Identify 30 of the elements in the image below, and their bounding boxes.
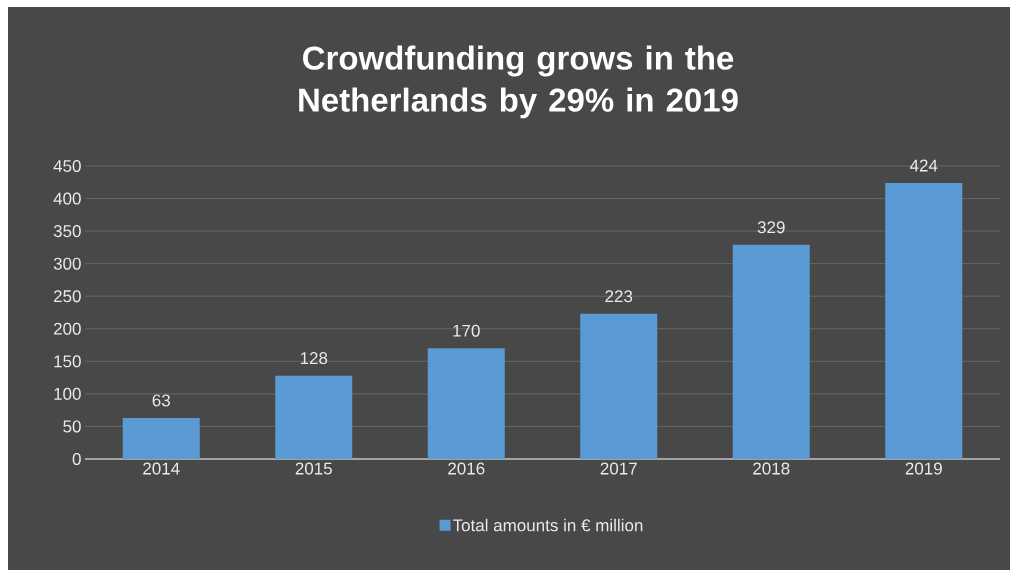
x-tick-label: 2014 [143,462,180,475]
y-tick-label: 250 [53,290,81,303]
y-tick-label: 100 [54,387,81,400]
data-label: 424 [909,159,938,172]
bar [275,375,353,459]
y-tick-label: 0 [72,452,81,466]
bar [580,313,658,459]
data-label: 63 [152,394,170,407]
x-tick-label: 2019 [905,462,942,475]
data-label: 223 [605,290,633,303]
x-tick-label: 2017 [600,462,637,475]
x-tick-label: 2016 [448,462,485,475]
x-tick-label: 2018 [753,462,790,475]
y-tick-label: 350 [53,225,81,238]
y-tick-label: 400 [53,192,81,205]
legend-label: Total amounts in € million [452,518,643,532]
bar [427,348,505,459]
y-tick-label: 50 [63,420,81,433]
bar [732,244,810,459]
y-tick-label: 300 [53,257,81,270]
x-tick-label: 2015 [295,462,332,475]
data-label: 329 [757,221,785,234]
data-label: 128 [300,352,328,365]
bar [885,182,963,459]
bar [122,417,200,459]
chart-title: Crowdfunding grows in the Netherlands by 29% in 2019 [299,45,738,119]
y-tick-label: 150 [54,355,81,368]
y-tick-label: 200 [53,322,81,335]
data-label: 170 [453,324,480,337]
y-tick-label: 450 [53,159,81,173]
